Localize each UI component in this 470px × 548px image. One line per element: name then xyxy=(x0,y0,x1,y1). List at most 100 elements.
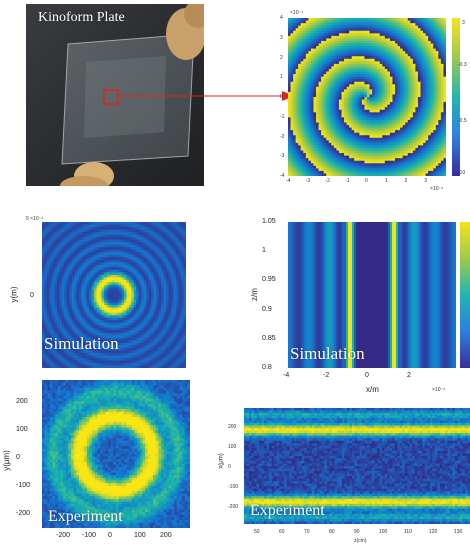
phase-cell xyxy=(430,74,434,78)
phase-cell xyxy=(423,23,427,27)
phase-cell xyxy=(351,137,355,141)
phase-cell xyxy=(351,61,355,65)
phase-cell xyxy=(392,173,396,176)
sim-ring-cell xyxy=(74,242,78,246)
phase-cell xyxy=(405,53,409,57)
sim-ring-cell xyxy=(56,284,60,289)
phase-cell xyxy=(369,25,373,29)
phase-cell xyxy=(341,109,345,113)
sim-ring-cell xyxy=(59,335,63,339)
phase-cell xyxy=(443,71,446,75)
sim-ring-cell xyxy=(59,320,63,324)
phase-cell xyxy=(300,145,304,149)
phase-cell xyxy=(417,135,422,139)
phase-cell xyxy=(326,58,330,62)
phase-cell xyxy=(346,109,350,113)
phase-cell xyxy=(303,63,307,68)
phase-cell xyxy=(308,153,312,157)
phase-cell xyxy=(420,99,424,103)
phase-cell xyxy=(288,155,292,159)
phase-cell xyxy=(308,91,312,96)
sim-ring-cell xyxy=(74,244,78,248)
phase-cell xyxy=(382,35,386,39)
sim-ring-cell xyxy=(64,335,68,339)
phase-cell xyxy=(298,25,302,29)
phase-cell xyxy=(367,153,371,157)
sim-ring-cell xyxy=(79,315,83,319)
sim-ring-cell xyxy=(61,317,65,321)
sim-ring-cell xyxy=(61,254,65,258)
sim-ring-cell xyxy=(84,312,88,316)
phase-cell xyxy=(402,117,406,121)
sim-ring-cell xyxy=(46,352,51,357)
phase-cell xyxy=(313,48,317,52)
sim-ring-cell xyxy=(44,325,48,329)
phase-cell xyxy=(359,91,363,96)
phase-cell xyxy=(412,145,417,149)
phase-cell xyxy=(359,127,363,131)
phase-cell xyxy=(295,165,299,169)
phase-cell xyxy=(372,119,376,124)
phase-cell xyxy=(361,25,366,29)
phase-cell xyxy=(303,114,307,118)
phase-cell xyxy=(410,158,414,162)
phase-cell xyxy=(333,74,338,78)
phase-cell xyxy=(420,127,424,131)
phase-cell xyxy=(313,160,317,164)
phase-cell xyxy=(295,63,299,68)
phase-cell xyxy=(351,38,355,42)
phase-cell xyxy=(367,112,371,116)
phase-cell xyxy=(344,145,348,149)
phase-cell xyxy=(428,89,432,93)
sim-ring-cell xyxy=(86,257,90,261)
phase-cell xyxy=(295,76,299,80)
phase-cell xyxy=(410,51,414,55)
phase-cell xyxy=(428,48,432,52)
phase-cell xyxy=(402,38,406,42)
phase-cell xyxy=(387,119,391,124)
phase-cell xyxy=(435,97,439,101)
phase-cell xyxy=(364,84,368,88)
sim-ring-cell xyxy=(66,272,70,276)
phase-cell xyxy=(328,135,332,139)
phase-cell xyxy=(316,86,320,90)
phase-cell xyxy=(326,53,330,57)
phase-cell xyxy=(412,20,417,24)
phase-cell xyxy=(384,81,388,85)
phase-cell xyxy=(405,117,409,121)
sim-ring-cell xyxy=(81,227,85,231)
phase-cell xyxy=(417,107,422,111)
phase-cell xyxy=(395,104,399,108)
phase-cell xyxy=(316,160,320,164)
phase-cell xyxy=(323,170,327,175)
phase-cell xyxy=(361,112,366,116)
phase-cell xyxy=(415,35,419,39)
phase-cell xyxy=(341,173,345,176)
phase-cell xyxy=(298,56,302,60)
phase-cell xyxy=(443,155,446,159)
phase-ytick: 2 xyxy=(280,54,283,61)
phase-cell xyxy=(354,132,358,136)
sim-ring-exp: 5 ×10⁻⁴ xyxy=(26,216,44,222)
phase-cell xyxy=(392,132,396,136)
phase-cell xyxy=(405,132,409,136)
phase-cell xyxy=(412,66,417,70)
sim-ring-cell xyxy=(61,305,65,309)
phase-cell xyxy=(328,25,332,29)
phase-cell xyxy=(430,150,434,154)
phase-cell xyxy=(308,145,312,149)
sim-ring-cell xyxy=(64,262,68,266)
sim-ring-cell xyxy=(64,249,68,253)
phase-cell xyxy=(374,66,378,70)
phase-cell xyxy=(316,142,320,147)
phase-cell xyxy=(417,173,422,176)
phase-cell xyxy=(364,142,368,147)
phase-cell xyxy=(288,51,292,55)
phase-cell xyxy=(346,63,350,68)
sim-ring-cell xyxy=(61,307,65,311)
phase-cell xyxy=(351,25,355,29)
phase-cell xyxy=(316,71,320,75)
phase-cell xyxy=(382,58,386,62)
phase-cell xyxy=(298,81,302,85)
phase-cell xyxy=(430,51,434,55)
